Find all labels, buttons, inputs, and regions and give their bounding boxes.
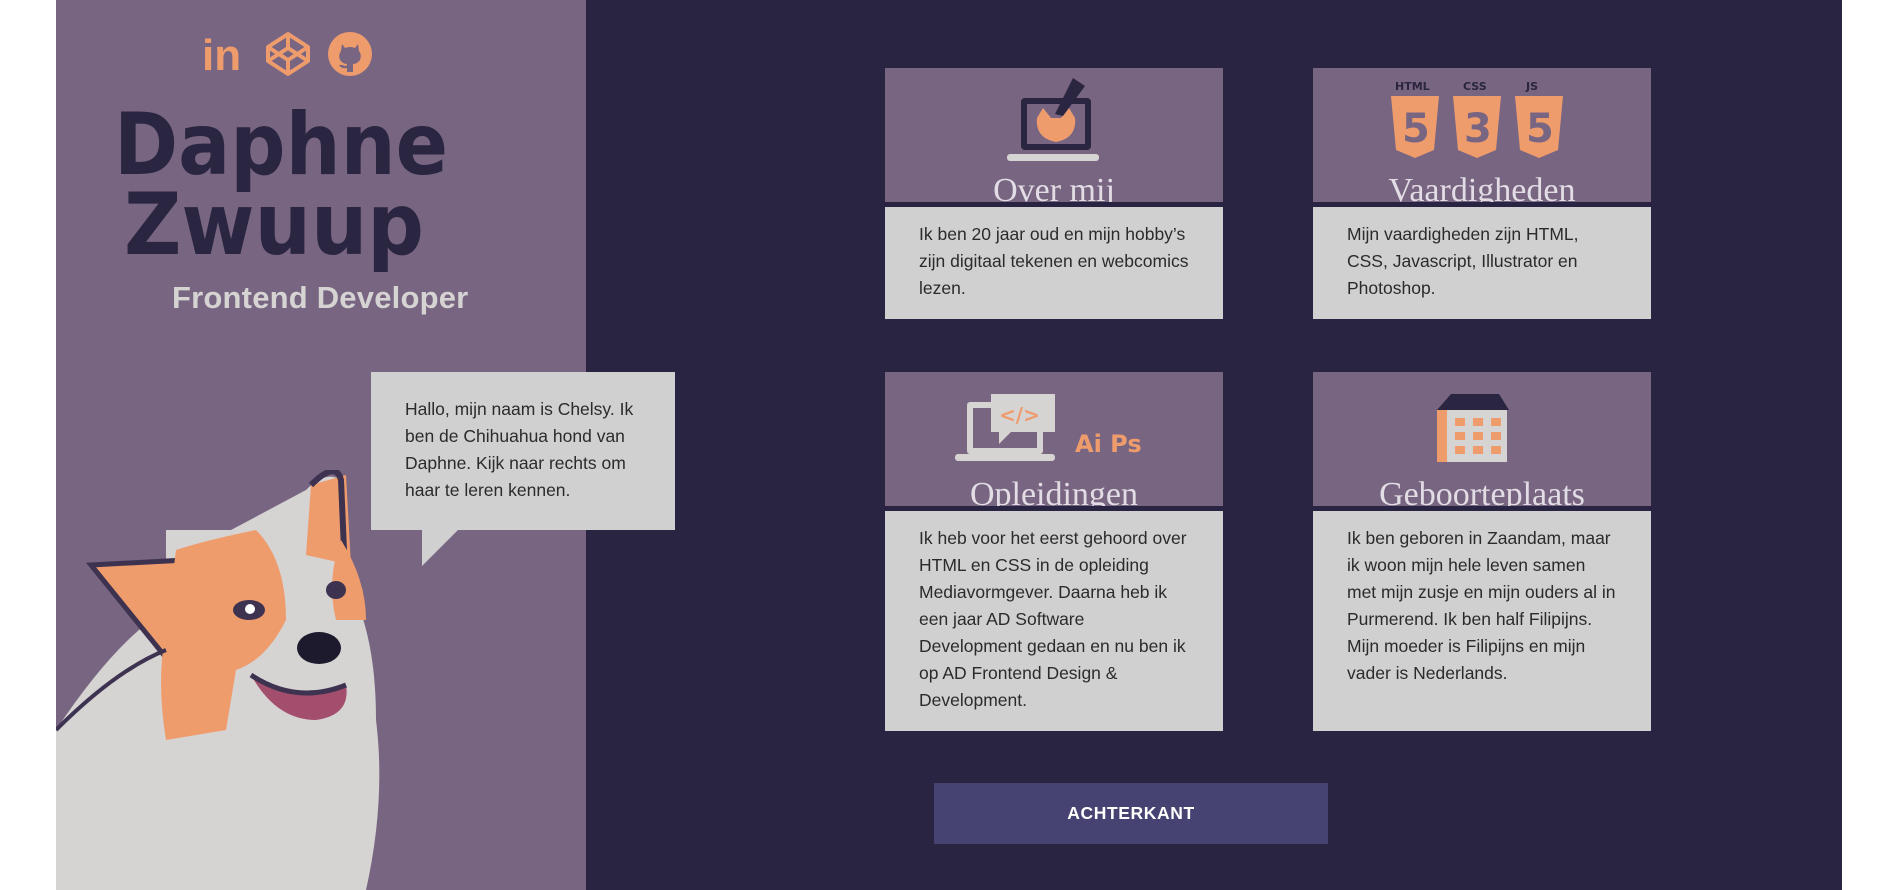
card-header: Over mij	[885, 68, 1223, 207]
svg-text:5: 5	[1526, 106, 1554, 152]
speech-bubble-tail	[422, 530, 458, 566]
svg-text:in: in	[202, 31, 241, 78]
github-link[interactable]	[326, 30, 372, 78]
svg-text:Ai Ps: Ai Ps	[1075, 430, 1142, 458]
page: in Daphne Zwuup	[56, 0, 1842, 890]
html-css-js-icon: HTML CSS JS 5 3 5	[1391, 80, 1563, 158]
card-title: Vaardigheden	[1388, 172, 1576, 207]
achterkant-button[interactable]: ACHTERKANT	[934, 783, 1328, 844]
card-header: HTML CSS JS 5 3 5 Vaardigheden	[1313, 68, 1651, 207]
card-text: Ik heb voor het eerst gehoord over HTML …	[919, 528, 1187, 710]
linkedin-link[interactable]: in	[202, 30, 246, 80]
codepen-link[interactable]	[264, 30, 310, 78]
svg-text:CSS: CSS	[1463, 80, 1487, 93]
card-opleidingen: </> Ai Ps Opleidingen Ik heb voor het ee…	[885, 372, 1223, 731]
card-title: Over mij	[993, 172, 1115, 207]
svg-text:Daphne: Daphne	[114, 96, 448, 195]
card-header: Geboorteplaats	[1313, 372, 1651, 511]
card-title: Geboorteplaats	[1379, 476, 1585, 511]
house-icon	[1437, 394, 1509, 462]
svg-text:JS: JS	[1525, 80, 1538, 93]
card-text: Ik ben geboren in Zaandam, maar ik woon …	[1347, 528, 1616, 683]
card-geboorteplaats: Geboorteplaats Ik ben geboren in Zaandam…	[1313, 372, 1651, 731]
role-title: Frontend Developer	[172, 280, 469, 315]
speech-bubble-text: Hallo, mijn naam is Chelsy. Ik ben de Ch…	[405, 399, 634, 500]
svg-text:3: 3	[1464, 106, 1492, 152]
svg-text:</>: </>	[999, 403, 1040, 427]
card-title: Opleidingen	[969, 476, 1139, 511]
linkedin-icon: in	[202, 31, 241, 80]
social-links: in	[202, 30, 372, 80]
codepen-icon	[266, 32, 310, 76]
chihuahua-illustration	[56, 470, 380, 890]
speech-bubble: Hallo, mijn naam is Chelsy. Ik ben de Ch…	[371, 372, 675, 530]
laptop-drawing-icon	[1007, 78, 1099, 161]
laptop-code-icon: </> Ai Ps	[955, 394, 1142, 461]
card-vaardigheden: HTML CSS JS 5 3 5 Vaardigheden Mijn vaar…	[1313, 68, 1651, 319]
svg-text:Zwuup: Zwuup	[124, 175, 424, 275]
card-text: Mijn vaardigheden zijn HTML, CSS, Javasc…	[1347, 224, 1579, 298]
card-over-mij: Over mij Ik ben 20 jaar oud en mijn hobb…	[885, 68, 1223, 319]
svg-text:5: 5	[1402, 106, 1430, 152]
logo: Daphne Zwuup	[114, 96, 448, 275]
github-icon	[328, 32, 372, 76]
card-header: </> Ai Ps Opleidingen	[885, 372, 1223, 511]
card-text: Ik ben 20 jaar oud en mijn hobby’s zijn …	[919, 224, 1189, 298]
svg-text:HTML: HTML	[1395, 80, 1430, 93]
